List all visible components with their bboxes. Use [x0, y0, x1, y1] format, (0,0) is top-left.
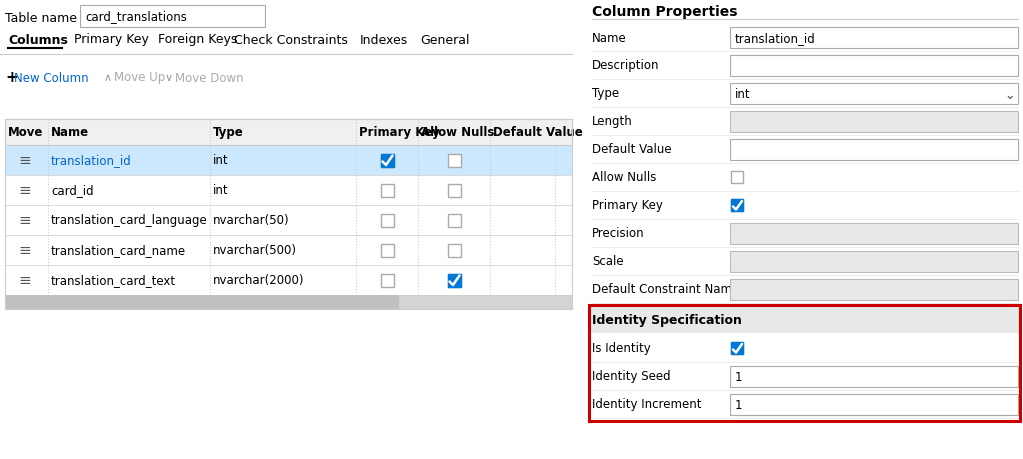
Text: int: int [213, 184, 228, 197]
Bar [730, 252, 1018, 272]
Text: Move Down: Move Down [175, 71, 243, 84]
Text: Description: Description [592, 59, 660, 73]
Text: 1: 1 [735, 370, 743, 383]
Bar [80, 6, 265, 28]
Bar [589, 305, 1020, 421]
Bar [381, 154, 394, 167]
Bar [447, 274, 460, 287]
Bar [731, 200, 743, 212]
Text: nvarchar(500): nvarchar(500) [213, 244, 297, 257]
Text: Column Properties: Column Properties [592, 5, 738, 19]
Text: Identity Seed: Identity Seed [592, 369, 671, 383]
Bar [381, 274, 394, 287]
Bar [730, 280, 1018, 300]
Text: int: int [735, 88, 751, 101]
Text: Default Constraint Name: Default Constraint Name [592, 283, 740, 296]
Text: card_translations: card_translations [85, 11, 187, 23]
Bar [5, 265, 572, 295]
Text: Scale: Scale [592, 255, 624, 268]
Bar [731, 172, 743, 184]
Text: Precision: Precision [592, 227, 644, 240]
Text: ≡: ≡ [18, 153, 32, 168]
Text: Type: Type [592, 87, 619, 100]
Bar [5, 206, 572, 235]
Text: Identity Increment: Identity Increment [592, 397, 702, 411]
Text: +: + [5, 70, 17, 85]
Text: int: int [213, 154, 228, 167]
Text: Identity Specification: Identity Specification [592, 314, 742, 327]
Text: Move: Move [8, 126, 43, 139]
Bar [589, 390, 1020, 418]
Text: translation_card_name: translation_card_name [51, 244, 186, 257]
Text: nvarchar(2000): nvarchar(2000) [213, 274, 305, 287]
Text: Default Value: Default Value [592, 143, 672, 156]
Bar [381, 154, 394, 167]
Text: Allow Nulls: Allow Nulls [421, 126, 494, 139]
Bar [5, 146, 572, 176]
Text: Check Constraints: Check Constraints [234, 34, 348, 46]
Bar [447, 214, 460, 227]
Bar [5, 120, 572, 309]
Bar [5, 176, 572, 206]
Bar [589, 334, 1020, 362]
Bar [730, 84, 1018, 105]
Text: Default Value: Default Value [493, 126, 583, 139]
Bar [731, 200, 743, 212]
Bar [5, 235, 572, 265]
Text: Primary Key: Primary Key [359, 126, 440, 139]
Text: Name: Name [51, 126, 89, 139]
Text: Move Up: Move Up [114, 71, 166, 84]
Text: Table name: Table name [5, 11, 77, 24]
Bar [730, 112, 1018, 133]
Text: Name: Name [592, 31, 627, 45]
Text: ⌄: ⌄ [1004, 89, 1015, 102]
Bar [730, 366, 1018, 387]
Bar [447, 244, 460, 257]
Bar [5, 120, 572, 146]
Text: ∧: ∧ [104, 73, 113, 83]
Text: General: General [420, 34, 470, 46]
Bar [447, 184, 460, 197]
Text: ≡: ≡ [18, 213, 32, 228]
Bar [730, 56, 1018, 77]
Bar [730, 394, 1018, 415]
Bar [5, 295, 399, 309]
Bar [447, 154, 460, 167]
Text: ≡: ≡ [18, 183, 32, 198]
Text: Indexes: Indexes [360, 34, 408, 46]
Bar [730, 224, 1018, 245]
Bar [381, 244, 394, 257]
Text: translation_id: translation_id [51, 154, 132, 167]
Text: Type: Type [213, 126, 243, 139]
Bar [730, 28, 1018, 49]
Bar [731, 342, 743, 354]
Text: ≡: ≡ [18, 273, 32, 288]
Text: Length: Length [592, 115, 633, 128]
Text: 1: 1 [735, 398, 743, 411]
Text: card_id: card_id [51, 184, 94, 197]
Text: nvarchar(50): nvarchar(50) [213, 214, 290, 227]
Bar [589, 305, 1020, 333]
Text: ≡: ≡ [18, 243, 32, 258]
Text: Columns: Columns [8, 34, 68, 46]
Bar [5, 120, 572, 146]
Text: Foreign Keys: Foreign Keys [158, 34, 237, 46]
Text: ∨: ∨ [165, 73, 173, 83]
Bar [381, 214, 394, 227]
Bar [589, 362, 1020, 390]
Text: translation_id: translation_id [735, 32, 815, 45]
Bar [5, 295, 572, 309]
Bar [447, 274, 460, 287]
Bar [731, 342, 743, 354]
Text: Allow Nulls: Allow Nulls [592, 171, 657, 184]
Text: New Column: New Column [14, 71, 89, 84]
Text: translation_card_text: translation_card_text [51, 274, 176, 287]
Text: translation_card_language: translation_card_language [51, 214, 208, 227]
Text: Primary Key: Primary Key [74, 34, 149, 46]
Bar [730, 140, 1018, 161]
Bar [381, 184, 394, 197]
Text: Is Identity: Is Identity [592, 342, 651, 355]
Text: Primary Key: Primary Key [592, 199, 663, 212]
